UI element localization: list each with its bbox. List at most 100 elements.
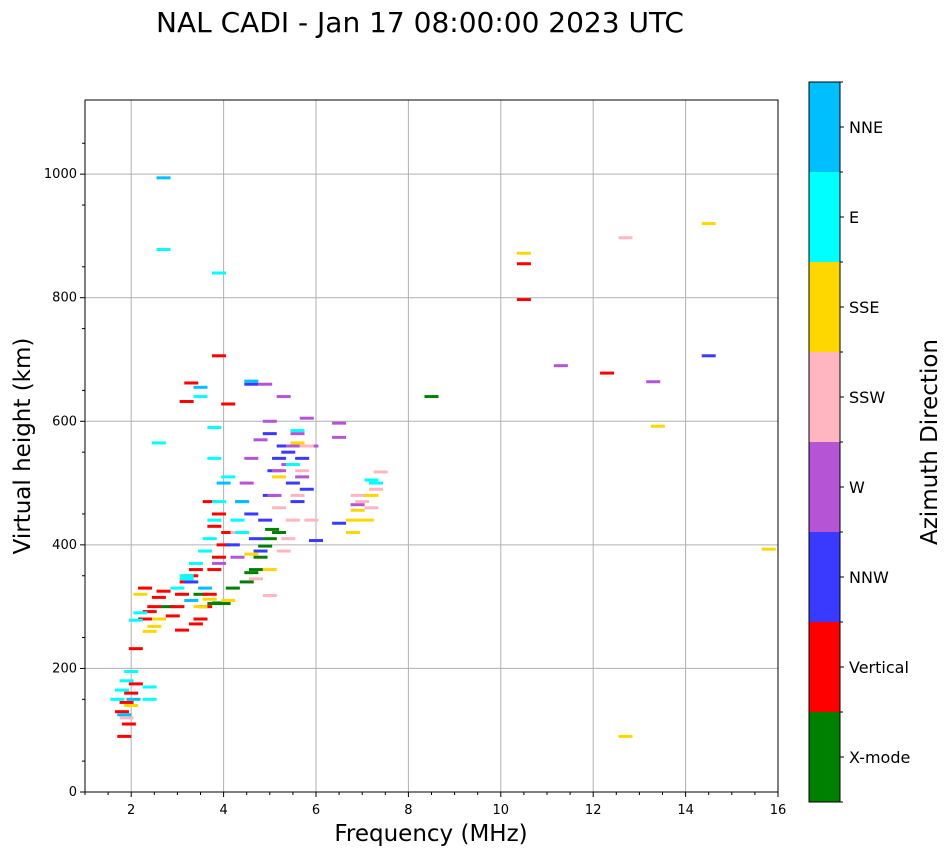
data-point: [650, 424, 665, 428]
series-e: [110, 248, 384, 701]
data-point: [281, 450, 296, 454]
data-point: [110, 697, 125, 701]
x-tick-label: 10: [493, 803, 510, 818]
data-point: [290, 500, 305, 504]
x-tick-label: 2: [127, 803, 135, 818]
data-point: [216, 543, 231, 547]
data-point: [225, 543, 240, 547]
data-point: [221, 475, 236, 479]
colorbar-label: W: [849, 478, 865, 497]
data-point: [272, 475, 287, 479]
data-point: [121, 722, 136, 726]
data-point: [350, 508, 365, 512]
colorbar-segment: [809, 712, 840, 802]
data-point: [165, 614, 180, 618]
data-point: [239, 580, 254, 584]
data-point: [295, 456, 310, 460]
data-point: [142, 610, 157, 614]
data-point: [244, 456, 259, 460]
data-point: [248, 568, 263, 572]
data-point: [179, 574, 194, 578]
colorbar-label: NNE: [849, 118, 883, 137]
data-point: [258, 544, 273, 548]
data-point: [276, 444, 291, 448]
data-point: [188, 561, 203, 565]
data-point: [188, 568, 203, 572]
data-point: [239, 481, 254, 485]
data-point: [175, 628, 190, 632]
data-point: [207, 524, 222, 528]
data-point: [262, 432, 277, 436]
colorbar-title: Azimuth Direction: [917, 339, 943, 545]
data-point: [124, 704, 139, 707]
y-tick-label: 800: [52, 291, 77, 306]
axis-ticks: 2 4 6 8 10 12 14 16 0 200 400 600 800 1000: [44, 142, 787, 818]
data-point: [230, 518, 245, 522]
x-tick-label: 8: [404, 803, 412, 818]
colorbar-segment: [809, 532, 840, 622]
data-point: [516, 262, 531, 266]
data-point: [147, 605, 162, 609]
data-point: [207, 568, 222, 572]
y-tick-label: 0: [69, 785, 77, 800]
data-point: [253, 549, 268, 553]
data-point: [345, 518, 360, 522]
data-point: [285, 463, 300, 467]
series-nnw: [184, 354, 716, 584]
x-tick-label: 14: [677, 803, 694, 818]
x-tick-label: 4: [219, 803, 227, 818]
data-point: [253, 555, 268, 559]
x-tick-label: 16: [770, 803, 787, 818]
y-tick-label: 1000: [44, 167, 77, 182]
data-point: [262, 537, 277, 541]
data-point: [262, 568, 277, 572]
data-point: [184, 381, 199, 385]
series-x-mode: [161, 395, 439, 609]
data-point: [179, 400, 194, 404]
data-point: [248, 577, 263, 581]
data-point: [117, 734, 132, 738]
data-point: [350, 493, 365, 497]
data-point: [114, 710, 129, 714]
colorbar-label: Vertical: [849, 658, 909, 677]
data-point: [161, 605, 176, 609]
data-point: [244, 552, 259, 556]
data-point: [193, 605, 208, 609]
data-point: [207, 456, 222, 460]
data-point: [369, 481, 384, 485]
data-point: [258, 382, 273, 386]
data-point: [244, 571, 259, 575]
data-point: [516, 298, 531, 302]
data-point: [253, 438, 268, 442]
data-point: [276, 549, 291, 553]
data-point: [133, 592, 148, 596]
data-point: [193, 592, 208, 596]
data-point: [299, 416, 314, 420]
colorbar-segment: [809, 352, 840, 442]
data-point: [355, 500, 370, 504]
y-axis-label: Virtual height (km): [10, 338, 36, 555]
data-point: [600, 371, 615, 375]
data-point: [646, 380, 661, 384]
data-points: [110, 176, 776, 738]
data-point: [119, 716, 134, 720]
colorbar: X-mode Vertical NNW W SSW SSE E NNE: [808, 81, 910, 803]
colorbar-segment: [809, 262, 840, 352]
data-point: [202, 597, 217, 601]
data-point: [332, 521, 347, 525]
data-point: [244, 512, 259, 516]
data-point: [202, 500, 217, 504]
data-point: [350, 503, 365, 507]
data-point: [364, 493, 379, 497]
data-point: [138, 617, 153, 621]
data-point: [202, 592, 217, 596]
data-point: [244, 382, 259, 386]
data-point: [364, 478, 379, 482]
data-point: [207, 425, 222, 429]
data-point: [265, 527, 280, 531]
data-point: [117, 713, 132, 717]
series-sse: [124, 222, 776, 738]
data-point: [516, 251, 531, 255]
data-point: [221, 598, 236, 602]
data-point: [295, 469, 310, 473]
